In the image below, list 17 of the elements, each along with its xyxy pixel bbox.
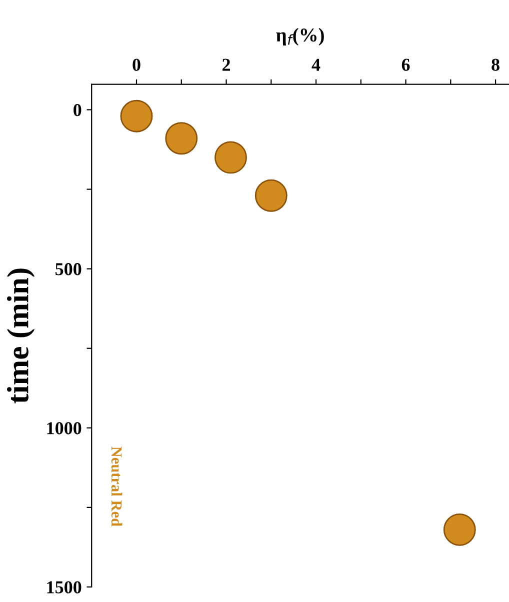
x-axis-title: η$_{f}$(%) — [276, 28, 324, 46]
point — [165, 122, 198, 155]
point — [214, 141, 247, 174]
x-tick-label: 4 — [312, 58, 320, 71]
annotation: Neutral Red — [111, 446, 122, 526]
x-tick-label: 8 — [492, 58, 500, 71]
point — [443, 513, 476, 546]
y-tick-label: 0 — [74, 104, 82, 116]
y-tick-label: 1500 — [47, 581, 82, 594]
y-tick-label: 500 — [56, 263, 82, 276]
x-tick-label: 6 — [402, 58, 410, 71]
x-tick-label: 0 — [132, 58, 140, 71]
point — [120, 100, 153, 132]
y-tick-label: 1000 — [47, 422, 82, 434]
y-axis-title: time (min) — [6, 268, 35, 404]
x-tick-label: 2 — [222, 58, 230, 71]
point — [254, 179, 288, 212]
